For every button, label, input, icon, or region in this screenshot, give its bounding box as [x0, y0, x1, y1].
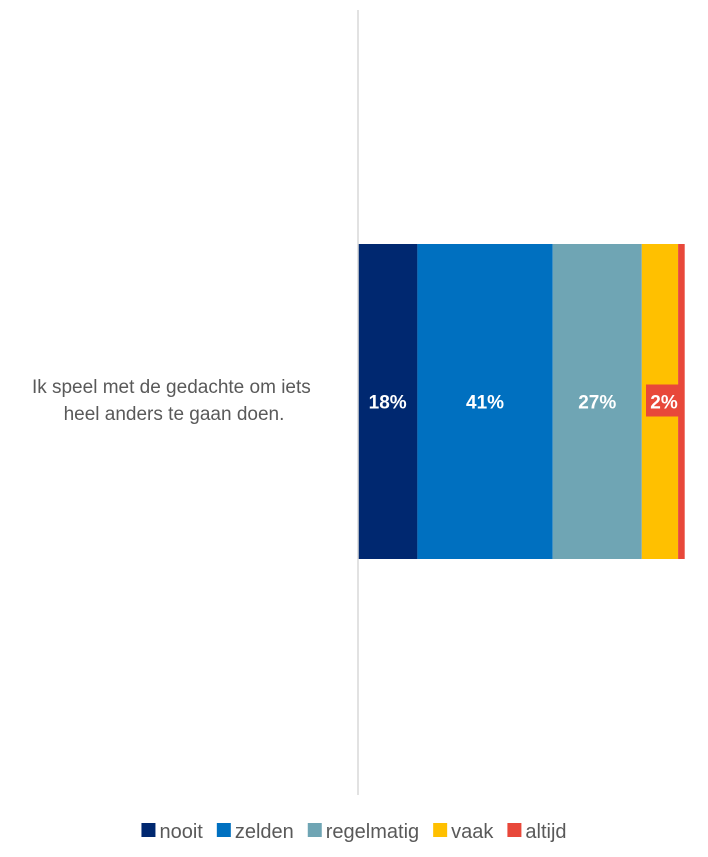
legend-label-vaak: vaak [451, 821, 494, 843]
data-label-box-altijd [646, 384, 682, 417]
legend-label-regelmatig: regelmatig [326, 821, 419, 843]
legend-label-nooit: nooit [159, 821, 203, 843]
bar-segment-regelmatig [552, 244, 642, 559]
data-label-altijd: 2% [650, 393, 678, 414]
legend-swatch-altijd [507, 823, 522, 837]
legend-label-altijd: altijd [525, 821, 566, 843]
data-label-regelmatig: 27% [578, 393, 616, 414]
category-label: Ik speel met de gedachte om iets heel an… [32, 377, 316, 425]
data-label-nooit: 18% [369, 393, 407, 414]
bar-segment-nooit [358, 244, 418, 559]
legend-swatch-regelmatig [307, 823, 322, 837]
legend: nooit zelden regelmatig vaak altijd [141, 821, 567, 843]
legend-label-zelden: zelden [235, 821, 294, 843]
legend-swatch-nooit [141, 823, 156, 837]
category-label-line-2: heel anders te gaan doen. [64, 404, 285, 425]
legend-swatch-vaak [433, 823, 448, 837]
legend-swatch-zelden [216, 823, 231, 837]
data-labels: 18%41%27%112% [369, 384, 682, 417]
category-label-line-1: Ik speel met de gedachte om iets [32, 377, 311, 398]
bar-group [358, 244, 685, 559]
data-label-zelden: 41% [466, 393, 504, 414]
bar-segment-zelden [417, 244, 553, 559]
